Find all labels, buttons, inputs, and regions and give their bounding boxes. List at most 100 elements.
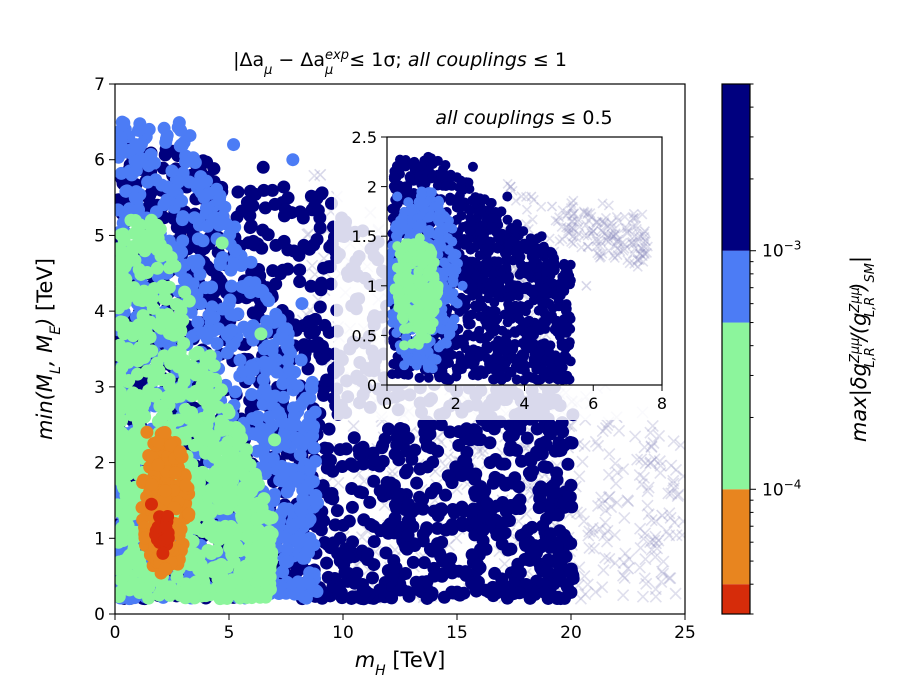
main-dot-point [117, 145, 131, 159]
main-cross-point [605, 501, 618, 514]
main-dot-point [401, 528, 415, 542]
main-cross-point [667, 482, 680, 495]
main-dot-point [412, 501, 426, 515]
main-cross-point [522, 479, 535, 492]
inset-cross-point [631, 223, 642, 235]
inset-cross-point [563, 223, 574, 234]
main-dot-point [499, 504, 513, 518]
main-dot-point [260, 314, 274, 328]
inset-scatter-layer [387, 151, 653, 385]
main-cross-point [653, 455, 666, 468]
main-dot-point [134, 550, 148, 564]
main-cross-point [609, 457, 622, 470]
main-dot-point [427, 569, 441, 583]
main-cross-point [595, 491, 608, 504]
main-dot-point [495, 457, 509, 471]
main-cross-point [573, 470, 586, 483]
main-dot-point [119, 246, 133, 260]
main-dot-point [151, 458, 165, 472]
main-dot-point [164, 438, 178, 452]
main-cross-point [602, 491, 615, 504]
main-ytick-label: 4 [94, 302, 105, 322]
main-dot-point [548, 485, 562, 499]
main-dot-point [115, 228, 128, 242]
main-dot-point [483, 456, 497, 470]
main-dot-point [556, 425, 570, 439]
main-dot-point [184, 305, 198, 319]
main-dot-point [115, 203, 125, 217]
inset-cross-point [639, 249, 650, 260]
inset-cross-point [582, 209, 593, 220]
main-dot-point [115, 590, 126, 604]
main-dot-point [399, 567, 413, 581]
main-cross-point [672, 488, 685, 501]
main-dot-point [176, 234, 190, 248]
main-dot-point [330, 504, 344, 518]
main-dot-point [231, 185, 245, 199]
main-dot-point [191, 315, 205, 329]
main-dot-point [465, 548, 479, 562]
inset-cross-point [568, 195, 579, 206]
main-dot-point [188, 156, 202, 170]
inset-cross-point [609, 223, 621, 234]
main-dot-point [192, 506, 206, 520]
main-cross-point [645, 543, 658, 556]
main-dot-point [250, 428, 264, 442]
main-dot-point [138, 531, 152, 545]
main-dot-point [227, 138, 241, 152]
main-dot-point [173, 445, 187, 459]
main-dot-point [174, 381, 188, 395]
main-dot-point [303, 566, 317, 580]
main-dot-point [120, 393, 134, 407]
main-dot-point [206, 437, 220, 451]
main-dot-point [228, 385, 242, 399]
inset-cross-point [609, 252, 620, 263]
main-dot-point [344, 457, 358, 471]
inset-cross-point [628, 213, 639, 224]
main-cross-point [586, 521, 599, 535]
main-cross-point [663, 529, 676, 542]
main-dot-point [129, 163, 143, 177]
main-dot-point [233, 353, 247, 367]
main-dot-point [320, 373, 334, 387]
main-dot-point [301, 544, 315, 558]
main-dot-point [320, 556, 334, 570]
main-dot-point [552, 568, 566, 582]
main-dot-point [302, 315, 316, 329]
inset-cross-point [592, 248, 603, 259]
main-cross-point [600, 535, 614, 548]
main-cross-point [631, 453, 644, 466]
inset-cross-point [582, 241, 593, 252]
main-dot-point [179, 478, 193, 492]
main-dot-point [293, 263, 307, 277]
main-dot-point [399, 541, 413, 555]
main-dot-point [426, 455, 440, 469]
main-cross-point [639, 457, 652, 470]
main-dot-point [306, 339, 320, 353]
inset-cross-point [505, 181, 516, 192]
inset-cross-point [562, 208, 573, 219]
main-dot-point [214, 419, 228, 433]
main-dot-point [302, 576, 316, 590]
inset-cross-point [627, 248, 638, 259]
main-dot-point [223, 534, 237, 548]
main-dot-point [504, 427, 518, 441]
main-dot-point [283, 417, 297, 431]
main-cross-point [591, 439, 605, 452]
main-dot-point [124, 556, 138, 570]
main-dot-point [513, 586, 527, 600]
main-dot-point [562, 563, 576, 577]
main-cross-point [617, 556, 630, 569]
main-dot-point [200, 331, 214, 345]
main-dot-point [199, 352, 213, 366]
inset-cross-point [573, 228, 584, 239]
main-cross-point [646, 419, 659, 432]
main-dot-point [213, 567, 227, 581]
main-dot-point [224, 263, 238, 277]
inset-cross-point [613, 234, 624, 245]
main-dot-point [202, 308, 216, 322]
main-dot-point [381, 422, 395, 436]
main-dot-point [474, 433, 488, 447]
inset-cross-point [635, 248, 646, 259]
